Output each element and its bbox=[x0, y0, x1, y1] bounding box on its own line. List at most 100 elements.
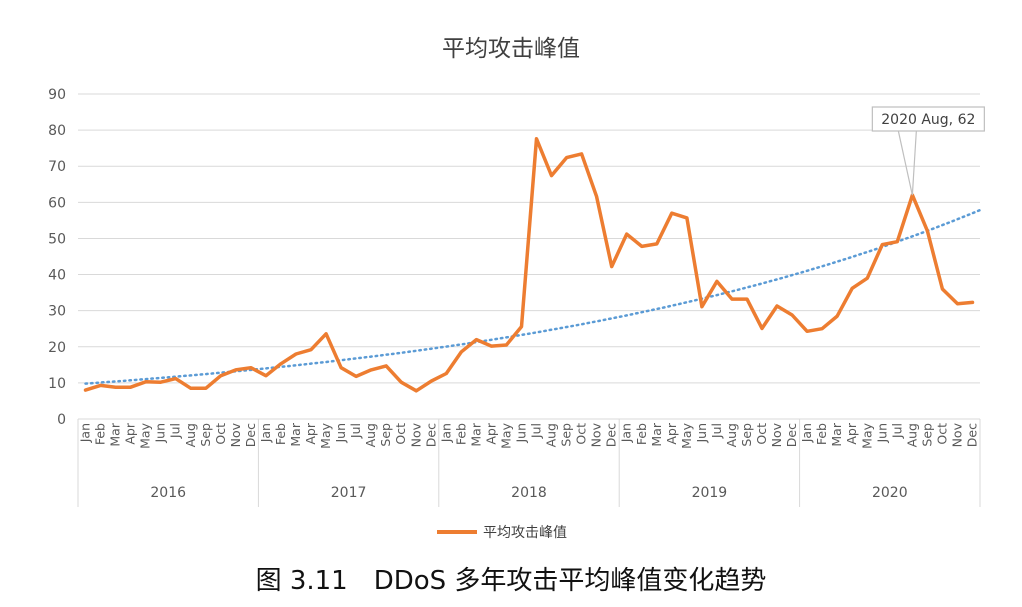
x-month-label: Nov bbox=[228, 422, 243, 447]
x-month-label: Apr bbox=[483, 422, 498, 444]
x-month-label: Jan bbox=[438, 423, 453, 443]
data-point bbox=[490, 345, 493, 348]
x-month-label: Oct bbox=[934, 423, 949, 445]
x-month-label: Aug bbox=[544, 423, 559, 447]
data-point bbox=[640, 245, 643, 248]
data-point bbox=[355, 375, 358, 378]
y-tick-label: 0 bbox=[57, 412, 66, 428]
x-month-label: Sep bbox=[198, 423, 213, 447]
data-point bbox=[731, 298, 734, 301]
data-point bbox=[144, 380, 147, 383]
chart-title: 平均攻击峰值 bbox=[442, 36, 580, 62]
y-tick-label: 20 bbox=[48, 340, 66, 356]
x-month-label: Jan bbox=[799, 423, 814, 443]
x-month-label: May bbox=[679, 422, 694, 448]
data-point bbox=[520, 325, 523, 328]
x-month-label: Jan bbox=[619, 423, 634, 443]
x-month-label: Aug bbox=[904, 423, 919, 447]
series-line bbox=[83, 137, 975, 393]
x-month-label: Jul bbox=[889, 423, 904, 439]
data-point bbox=[264, 374, 267, 377]
data-point bbox=[836, 315, 839, 318]
y-tick-label: 70 bbox=[48, 159, 66, 175]
data-point bbox=[550, 174, 553, 177]
y-tick-label: 10 bbox=[48, 376, 66, 392]
data-point bbox=[971, 301, 974, 304]
data-point bbox=[174, 377, 177, 380]
data-point bbox=[505, 344, 508, 347]
x-month-label: Sep bbox=[559, 423, 574, 447]
data-point bbox=[415, 389, 418, 392]
data-point bbox=[99, 384, 102, 387]
y-tick-label: 40 bbox=[48, 268, 66, 284]
data-point bbox=[129, 386, 132, 389]
x-month-label: Oct bbox=[574, 423, 589, 445]
x-month-label: Jan bbox=[78, 423, 93, 443]
data-point bbox=[189, 387, 192, 390]
x-month-label: Mar bbox=[829, 422, 844, 446]
x-month-label: Sep bbox=[739, 423, 754, 447]
data-point bbox=[670, 212, 673, 215]
x-month-label: May bbox=[859, 422, 874, 448]
data-point bbox=[866, 277, 869, 280]
callout-pointer-right bbox=[911, 130, 917, 196]
data-point bbox=[580, 152, 583, 155]
data-point bbox=[881, 243, 884, 246]
data-point bbox=[310, 348, 313, 351]
x-month-label: Mar bbox=[649, 422, 664, 446]
x-month-label: Jun bbox=[333, 423, 348, 444]
x-month-label: Oct bbox=[754, 423, 769, 445]
x-year-label: 2016 bbox=[150, 485, 186, 501]
callout-label: 2020 Aug, 62 bbox=[881, 112, 975, 128]
x-month-label: Aug bbox=[183, 423, 198, 447]
data-point bbox=[445, 372, 448, 375]
data-point bbox=[340, 366, 343, 369]
data-point bbox=[806, 330, 809, 333]
data-point bbox=[565, 156, 568, 159]
x-month-label: Jun bbox=[153, 423, 168, 444]
data-point bbox=[746, 298, 749, 301]
x-month-label: Mar bbox=[468, 422, 483, 446]
x-year-label: 2020 bbox=[872, 485, 908, 501]
data-point bbox=[926, 229, 929, 232]
x-month-label: Apr bbox=[123, 422, 138, 444]
data-point bbox=[715, 280, 718, 283]
x-month-label: Oct bbox=[393, 423, 408, 445]
x-month-label: Sep bbox=[378, 423, 393, 447]
data-callout: 2020 Aug, 62 bbox=[871, 106, 985, 196]
x-month-label: Nov bbox=[769, 422, 784, 447]
x-month-label: May bbox=[318, 422, 333, 448]
data-point bbox=[325, 332, 328, 335]
data-point bbox=[941, 288, 944, 291]
x-month-label: Nov bbox=[949, 422, 964, 447]
y-tick-label: 30 bbox=[48, 304, 66, 320]
data-point bbox=[851, 287, 854, 290]
data-point bbox=[460, 350, 463, 353]
data-point bbox=[595, 195, 598, 198]
data-point bbox=[475, 338, 478, 341]
x-month-label: Jun bbox=[874, 423, 889, 444]
x-month-label: Mar bbox=[108, 422, 123, 446]
data-point bbox=[655, 242, 658, 245]
data-point bbox=[685, 216, 688, 219]
data-point bbox=[279, 362, 282, 365]
y-tick-label: 80 bbox=[48, 123, 66, 139]
callout-pointer-left bbox=[897, 130, 913, 196]
x-month-label: May bbox=[138, 422, 153, 448]
x-month-label: Feb bbox=[273, 423, 288, 445]
x-month-label: Apr bbox=[664, 422, 679, 444]
data-point bbox=[430, 380, 433, 383]
legend-label: 平均攻击峰值 bbox=[483, 525, 567, 541]
y-tick-label: 60 bbox=[48, 195, 66, 211]
x-month-label: May bbox=[498, 422, 513, 448]
x-month-label: Jul bbox=[529, 423, 544, 439]
x-month-label: Feb bbox=[814, 423, 829, 445]
data-point bbox=[204, 387, 207, 390]
x-month-label: Jul bbox=[348, 423, 363, 439]
x-month-label: Jun bbox=[513, 423, 528, 444]
data-point bbox=[821, 327, 824, 330]
data-point bbox=[385, 364, 388, 367]
